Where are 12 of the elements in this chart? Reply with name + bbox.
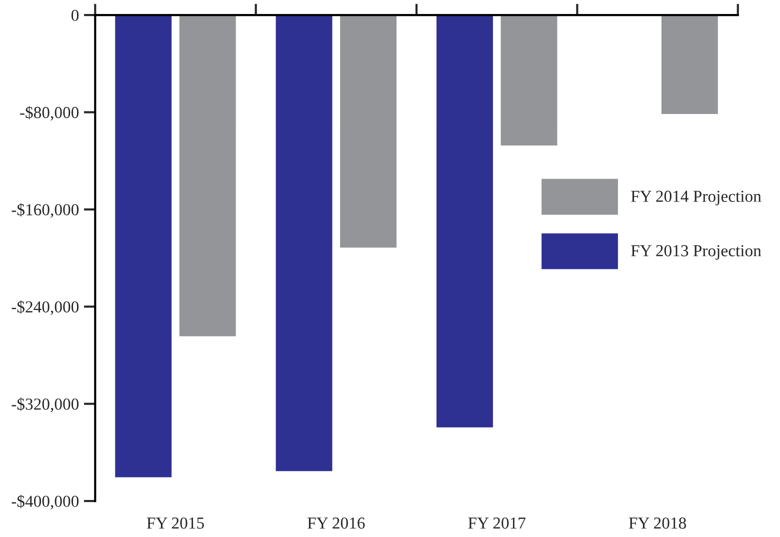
y-tick-label: -$240,000	[12, 300, 79, 315]
x-tick-label: FY 2015	[146, 517, 204, 529]
legend-label: FY 2014 Projection	[631, 190, 762, 206]
y-tick-label: -$320,000	[12, 398, 79, 412]
y-tick-label: -$400,000	[12, 494, 79, 510]
y-tick-label: 0	[71, 10, 79, 21]
x-tick-label: FY 2018	[628, 517, 686, 529]
legend-label: FY 2013 Projection	[631, 245, 762, 260]
x-tick-label: FY 2017	[468, 517, 526, 529]
x-tick-label: FY 2016	[308, 517, 365, 529]
y-tick-label: -$80,000	[20, 106, 79, 121]
y-tick-label: -$160,000	[12, 203, 79, 218]
